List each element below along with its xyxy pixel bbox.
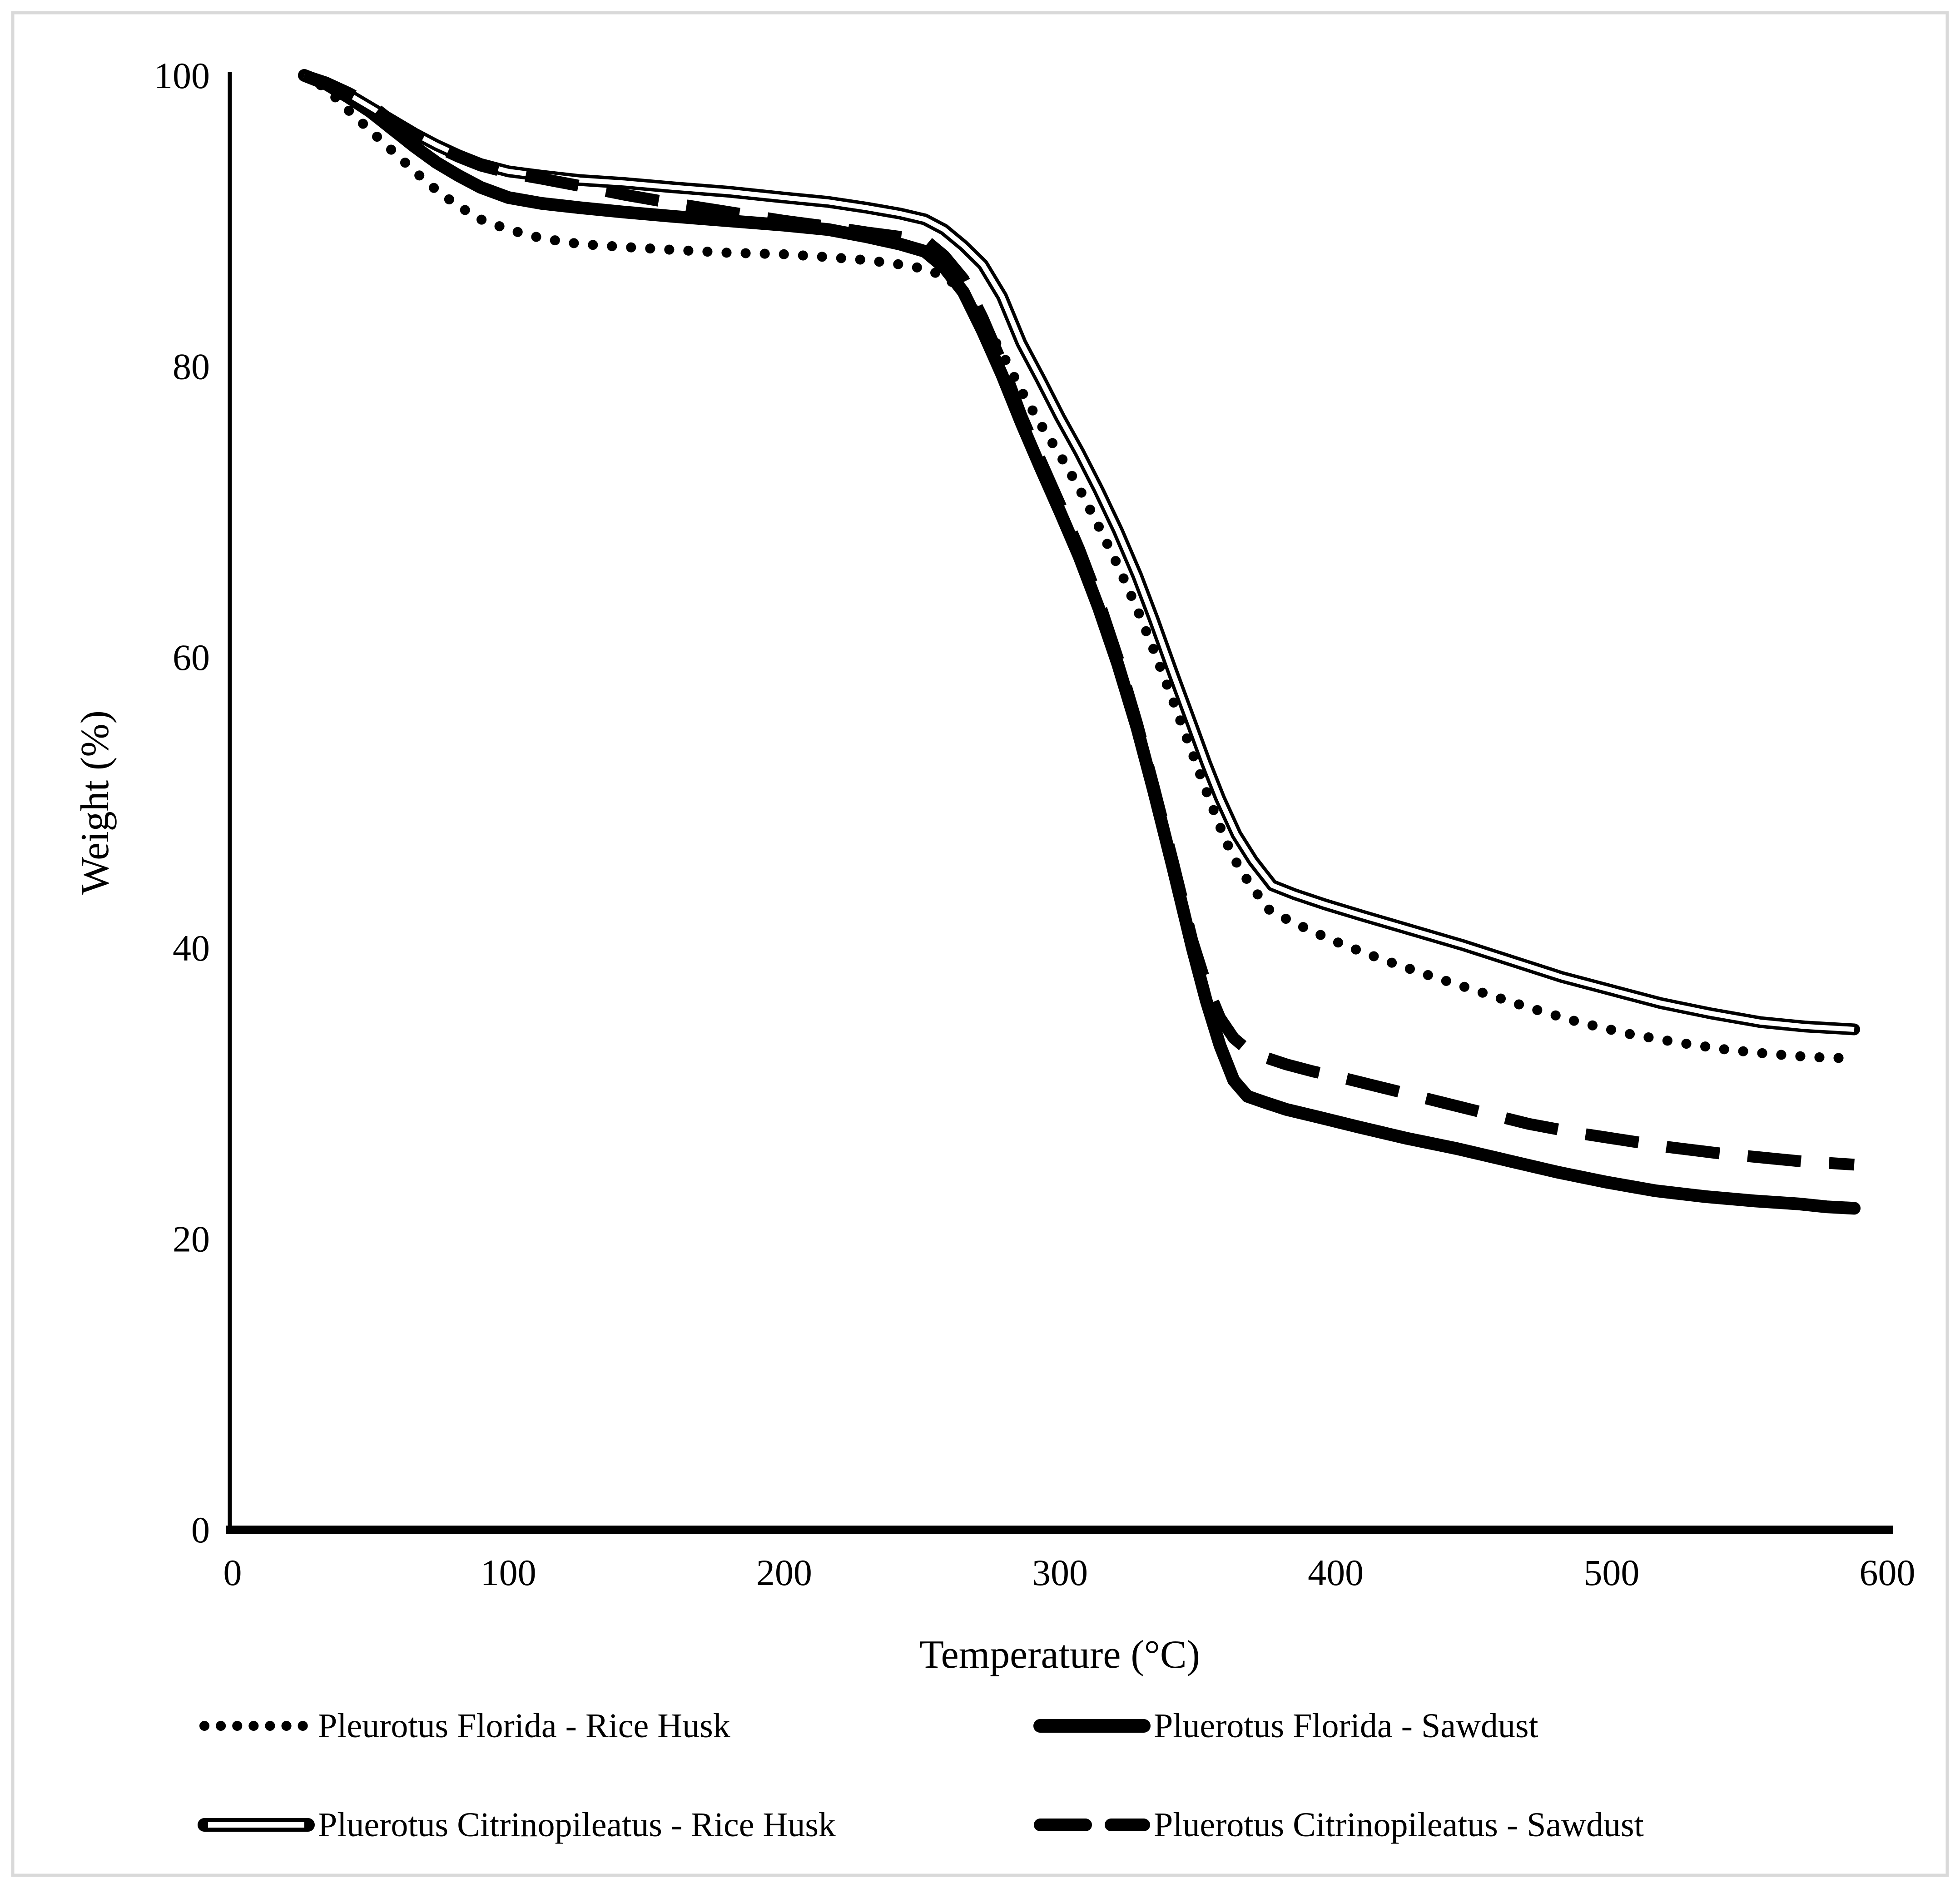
x-tick-label-400: 400 xyxy=(1308,1552,1364,1593)
y-tick-label-20: 20 xyxy=(173,1219,210,1260)
legend: Pleurotus Florida - Rice Husk Pluerotus F… xyxy=(198,1707,1644,1844)
x-tick-label-300: 300 xyxy=(1032,1552,1088,1593)
y-tick-label-60: 60 xyxy=(173,637,210,678)
x-tick-label-100: 100 xyxy=(481,1552,536,1593)
series-line-1-thick-solid xyxy=(298,69,1861,1215)
x-tick-label-600: 600 xyxy=(1860,1552,1915,1593)
figure-border xyxy=(11,11,1949,1877)
legend-item-1: Pluerotus Florida - Sawdust xyxy=(1033,1707,1538,1745)
legend-label: Pluerotus Citrinopileatus - Sawdust xyxy=(1154,1806,1644,1844)
y-tick-label-0: 0 xyxy=(191,1509,210,1551)
series-line-0-dotted xyxy=(299,70,1860,1064)
legend-item-0: Pleurotus Florida - Rice Husk xyxy=(199,1707,730,1745)
x-tick-label-0: 0 xyxy=(223,1552,242,1593)
legend-label: Pleurotus Florida - Rice Husk xyxy=(318,1707,730,1745)
legend-label: Pluerotus Florida - Sawdust xyxy=(1154,1707,1538,1745)
x-tick-label-200: 200 xyxy=(756,1552,812,1593)
x-tick-label-500: 500 xyxy=(1583,1552,1639,1593)
legend-label: Pluerotus Citrinopileatus - Rice Husk xyxy=(318,1806,836,1844)
y-tick-label-100: 100 xyxy=(154,55,210,96)
legend-item-2: Pluerotus Citrinopileatus - Rice Husk xyxy=(198,1806,836,1844)
series-lines xyxy=(298,69,1861,1215)
y-axis-tick-labels: 0 20 40 60 80 100 xyxy=(154,55,210,1551)
y-axis-title: Weight (%) xyxy=(73,710,117,895)
x-axis-title: Temperature (°C) xyxy=(919,1633,1200,1677)
y-tick-label-80: 80 xyxy=(173,346,210,387)
x-axis-tick-labels: 0 100 200 300 400 500 600 xyxy=(223,1552,1915,1593)
legend-item-3: Pluerotus Citrinopileatus - Sawdust xyxy=(1034,1806,1644,1844)
y-tick-label-40: 40 xyxy=(173,927,210,969)
